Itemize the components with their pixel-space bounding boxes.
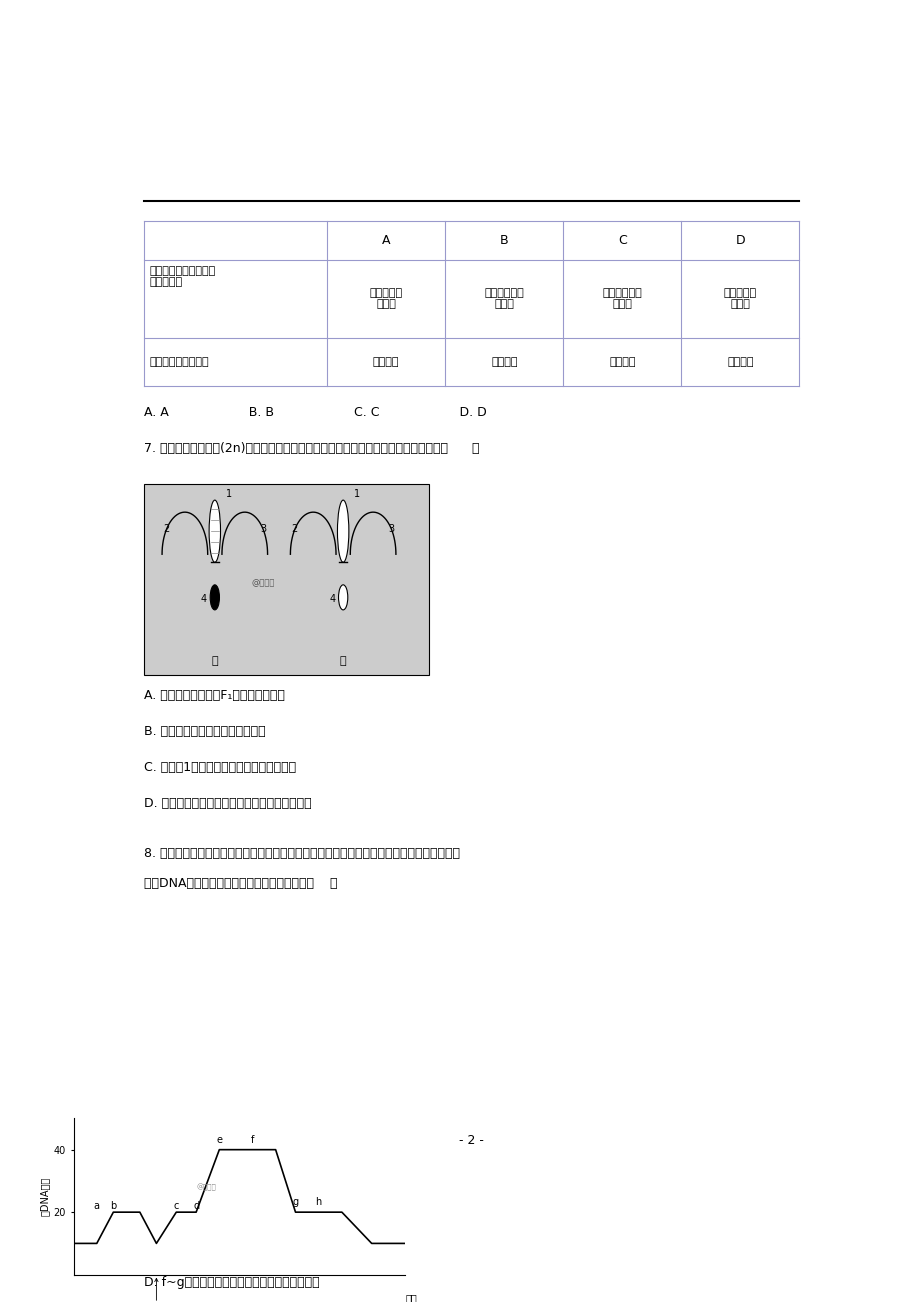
Text: f: f: [251, 1135, 254, 1144]
Text: 7. 甲、乙为两种果蝇(2n)，下图为这两种果蝇的各一个染色体组，下列叙述正确的是（      ）: 7. 甲、乙为两种果蝇(2n)，下图为这两种果蝇的各一个染色体组，下列叙述正确的…: [143, 441, 479, 454]
Text: d: d: [193, 1200, 199, 1211]
Y-axis label: 核DNA含量: 核DNA含量: [40, 1177, 50, 1216]
Text: D. f~g过程中同源染色体分离，染色体数目减半: D. f~g过程中同源染色体分离，染色体数目减半: [143, 1276, 319, 1289]
Text: 胞腺嘧啶脱氧
核苷酸: 胞腺嘧啶脱氧 核苷酸: [602, 288, 641, 310]
Text: A. 甲、乙杂交产生的F₁减数分裂都正常: A. 甲、乙杂交产生的F₁减数分裂都正常: [143, 689, 284, 702]
Text: 4: 4: [329, 594, 335, 604]
Text: 胸腺嘧啶脱氧
核苷酸: 胸腺嘧啶脱氧 核苷酸: [484, 288, 524, 310]
Text: 乙: 乙: [339, 655, 346, 665]
Text: 1: 1: [226, 490, 232, 499]
Text: A: A: [381, 234, 390, 247]
Text: 时间: 时间: [405, 1293, 417, 1302]
Text: - 2 -: - 2 -: [459, 1134, 483, 1147]
Text: g: g: [292, 1198, 299, 1207]
Text: b: b: [110, 1200, 117, 1211]
Text: 2: 2: [291, 525, 298, 534]
Text: h: h: [315, 1198, 322, 1207]
Text: B. 甲发生染色体交叉互换形成了乙: B. 甲发生染色体交叉互换形成了乙: [143, 725, 265, 738]
Text: 3: 3: [260, 525, 267, 534]
Text: c: c: [174, 1200, 179, 1211]
Text: A. A                    B. B                    C. C                    D. D: A. A B. B C. C D. D: [143, 406, 486, 419]
Ellipse shape: [210, 585, 220, 609]
Text: 腺嘌呤脱氧
核苷酸: 腺嘌呤脱氧 核苷酸: [723, 288, 756, 310]
Text: 天冬氨酸: 天冬氨酸: [372, 357, 399, 367]
Text: C. e点后细胞内各染色体组的基因组成相同: C. e点后细胞内各染色体组的基因组成相同: [143, 1240, 295, 1253]
Text: @正确云: @正确云: [251, 578, 275, 587]
Text: A. a~b过程中细胞内不会发生基因重组: A. a~b过程中细胞内不会发生基因重组: [143, 1168, 290, 1181]
Text: 2: 2: [163, 525, 169, 534]
Text: B: B: [499, 234, 508, 247]
Text: 天冬氨酸: 天冬氨酸: [491, 357, 517, 367]
Text: 基因模板链上突变后的
脱氧核苷酸: 基因模板链上突变后的 脱氧核苷酸: [149, 266, 215, 288]
Text: B. c~d过程中细胞内发生了染色体数加倍: B. c~d过程中细胞内发生了染色体数加倍: [143, 1204, 298, 1217]
Text: C. 甲、乙1号染色体上的基因排列顺序相同: C. 甲、乙1号染色体上的基因排列顺序相同: [143, 760, 295, 773]
Text: 甲: 甲: [211, 655, 218, 665]
Text: D: D: [735, 234, 744, 247]
Text: 甲硫氨酸: 甲硫氨酸: [726, 357, 753, 367]
Ellipse shape: [209, 500, 221, 562]
Text: D. 图示染色体结构变异可为生物进化提供原材料: D. 图示染色体结构变异可为生物进化提供原材料: [143, 797, 311, 810]
Text: 甲硫氨酸: 甲硫氨酸: [608, 357, 635, 367]
Text: a: a: [94, 1200, 99, 1211]
Text: 4: 4: [201, 594, 207, 604]
Text: 腺嘌呤脱氧
核苷酸: 腺嘌呤脱氧 核苷酸: [369, 288, 403, 310]
Text: 秋水仙素: 秋水仙素: [146, 1279, 166, 1302]
Text: 胞核DNA含量变化示意图。下列叙述错误的是（    ）: 胞核DNA含量变化示意图。下列叙述错误的是（ ）: [143, 878, 336, 891]
Ellipse shape: [338, 585, 347, 609]
Text: 1: 1: [354, 490, 360, 499]
Text: @正确云: @正确云: [196, 1184, 216, 1191]
Text: 8. 玉米花药培养的单倍体幼苗，经秋水仙素处理后形成二倍体植株。如图是该过程中某时段细: 8. 玉米花药培养的单倍体幼苗，经秋水仙素处理后形成二倍体植株。如图是该过程中某…: [143, 848, 459, 861]
Text: 3: 3: [388, 525, 394, 534]
FancyBboxPatch shape: [143, 484, 428, 674]
Text: C: C: [618, 234, 626, 247]
Text: 替代赖氨酸的氨基酸: 替代赖氨酸的氨基酸: [149, 357, 209, 367]
Text: e: e: [216, 1135, 222, 1144]
Ellipse shape: [337, 500, 348, 562]
